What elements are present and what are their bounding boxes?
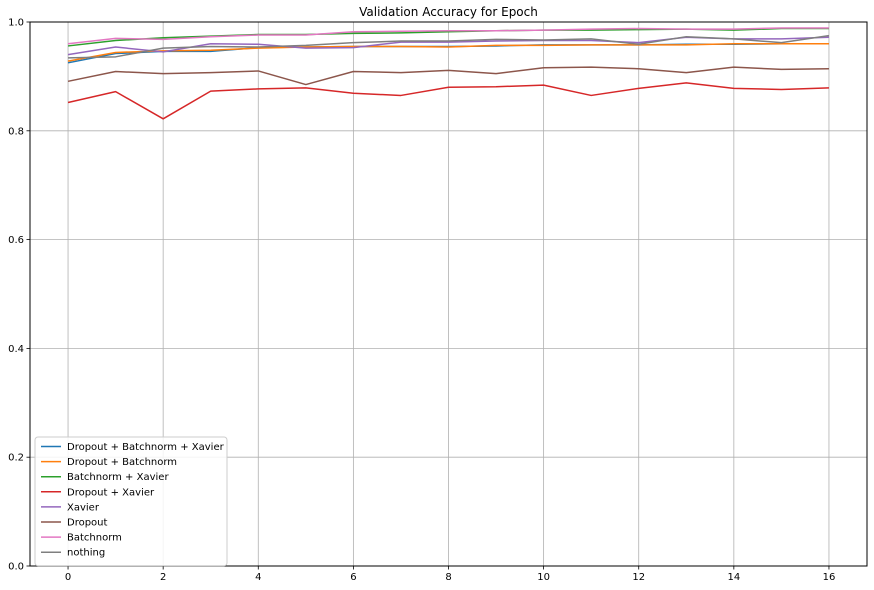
legend-label: Dropout + Xavier: [67, 487, 155, 498]
axis-ticks: 0 2 4 6 8 10 12 14 16 0.0 0.2 0.4 0.6 0.8 1.0: [8, 18, 835, 584]
x-tick-label: 4: [255, 572, 261, 583]
y-tick-label: 0.8: [8, 126, 24, 137]
x-tick-label: 6: [350, 572, 356, 583]
legend-label: Batchnorm + Xavier: [67, 472, 169, 483]
x-tick-label: 8: [445, 572, 451, 583]
y-tick-label: 0.2: [8, 453, 24, 464]
series-line-dropout: [67, 66, 829, 86]
x-tick-label: 14: [727, 572, 740, 583]
legend-label: Dropout + Batchnorm + Xavier: [67, 442, 225, 453]
y-tick-label: 0.4: [8, 344, 24, 355]
legend-label: Dropout + Batchnorm: [67, 457, 177, 468]
legend-label: Dropout: [67, 518, 108, 529]
legend-box: [34, 436, 228, 567]
chart-title: Validation Accuracy for Epoch: [359, 5, 538, 19]
x-tick-label: 16: [823, 572, 836, 583]
x-tick-label: 10: [537, 572, 550, 583]
series-line-dropout-xavier: [67, 82, 829, 120]
series-line-batchnorm: [67, 27, 829, 45]
y-tick-label: 0.0: [8, 562, 24, 573]
series-line-dropout-batchnorm: [67, 43, 829, 62]
x-tick-label: 12: [632, 572, 645, 583]
y-tick-label: 0.6: [8, 235, 24, 246]
legend-label: Batchnorm: [67, 533, 122, 544]
x-tick-label: 2: [160, 572, 166, 583]
legend: Dropout + Batchnorm + Xavier Dropout + Ba…: [34, 436, 228, 567]
legend-label: nothing: [67, 548, 105, 559]
series-line-nothing: [68, 34, 830, 59]
series-lines: [67, 27, 830, 120]
y-tick-label: 1.0: [8, 18, 24, 29]
x-tick-label: 0: [65, 572, 71, 583]
legend-label: Xavier: [67, 502, 100, 513]
